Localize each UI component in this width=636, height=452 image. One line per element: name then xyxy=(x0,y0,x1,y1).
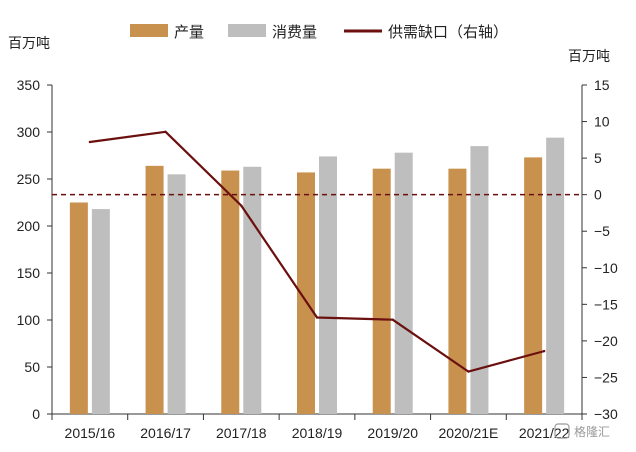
right-axis-tick-label: −25 xyxy=(594,369,618,385)
production-bar xyxy=(221,170,240,414)
gap-line-point xyxy=(542,349,546,353)
consumption-bar xyxy=(167,174,186,414)
legend-swatch-production xyxy=(130,24,168,37)
watermark: 格隆汇 xyxy=(554,423,610,439)
legend-label: 产量 xyxy=(174,23,204,41)
consumption-bar xyxy=(243,166,262,414)
consumption-bar xyxy=(91,209,110,414)
gap-line-point xyxy=(88,140,92,144)
bar-series xyxy=(69,137,565,414)
production-bar xyxy=(372,168,391,414)
legend-label: 供需缺口（右轴） xyxy=(388,23,508,41)
production-bar xyxy=(524,157,543,414)
gap-line-series xyxy=(88,130,546,373)
gelonghui-logo-icon xyxy=(554,423,570,439)
right-axis-tick-label: −10 xyxy=(594,260,618,276)
gap-line-point xyxy=(164,130,167,133)
gap-line-point xyxy=(315,316,319,319)
consumption-bar xyxy=(470,146,489,414)
production-bar xyxy=(297,172,315,414)
right-axis-tick-label: −5 xyxy=(594,223,610,239)
watermark-text: 格隆汇 xyxy=(574,424,610,439)
legend: 产量 消费量 供需缺口（右轴） xyxy=(130,23,508,41)
x-axis-tick-label: 2018/19 xyxy=(292,425,343,441)
left-axis-tick-label: 250 xyxy=(17,171,41,187)
gap-line-point xyxy=(391,318,394,321)
right-axis-tick-label: 5 xyxy=(594,150,602,166)
left-axis-tick-label: 150 xyxy=(17,265,41,281)
legend-swatch-consumption xyxy=(228,24,266,37)
right-axis-tick-label: −30 xyxy=(594,406,618,422)
production-bar xyxy=(448,168,467,414)
x-axis-tick-label: 2020/21E xyxy=(438,425,498,441)
production-bar xyxy=(69,202,88,414)
x-axis-tick-label: 2021/22 xyxy=(519,425,570,441)
gap-line-point xyxy=(467,370,470,373)
left-axis-tick-label: 200 xyxy=(17,218,41,234)
left-axis-tick-label: 100 xyxy=(17,312,41,328)
right-axis-tick-label: 15 xyxy=(594,77,610,93)
right-axis-tick-label: 10 xyxy=(594,114,610,130)
right-axis-tick-label: −20 xyxy=(594,333,618,349)
consumption-bar xyxy=(546,137,565,414)
x-axis-tick-label: 2015/16 xyxy=(65,425,116,441)
consumption-bar xyxy=(319,156,337,414)
right-axis-tick-label: 0 xyxy=(594,187,602,203)
left-axis-unit: 百万吨 xyxy=(8,36,50,52)
axes: 0 50 100 150 200 250 300 350 −30 −25 −20 −15 −10 −5 0 5… xyxy=(17,77,618,441)
right-axis-tick-label: −15 xyxy=(594,296,618,312)
legend-label: 消费量 xyxy=(272,23,317,41)
x-axis-tick-label: 2016/17 xyxy=(140,425,191,441)
right-axis-unit: 百万吨 xyxy=(568,49,610,65)
consumption-bar xyxy=(394,152,413,414)
production-bar xyxy=(145,165,164,414)
gap-line-point xyxy=(240,204,243,207)
left-axis-tick-label: 0 xyxy=(32,406,40,422)
left-axis-tick-label: 300 xyxy=(17,124,41,140)
left-axis-tick-label: 350 xyxy=(17,77,41,93)
left-axis-tick-label: 50 xyxy=(24,359,40,375)
x-axis-tick-label: 2019/20 xyxy=(367,425,418,441)
x-axis-tick-label: 2017/18 xyxy=(216,425,267,441)
